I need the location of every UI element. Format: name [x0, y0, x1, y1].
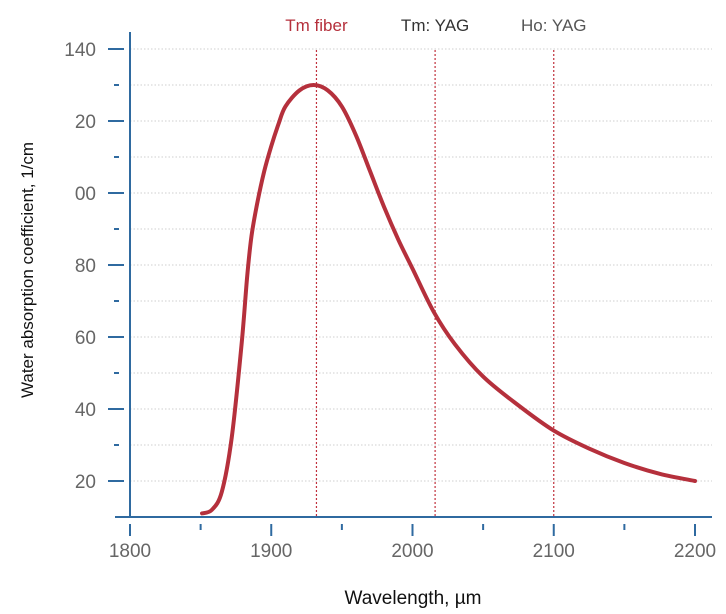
y-tick-label: 00: [75, 184, 96, 205]
y-axis-title-container: Water absorption coefficient, 1/cm: [16, 0, 40, 614]
axes: [115, 32, 712, 518]
data-series: [200, 83, 697, 516]
absorption-curve: [200, 83, 697, 516]
axis-ticks: 20 40 60 80 00 20 140 1800 1900 2000 2100 2200: [64, 40, 716, 562]
x-axis-title: Wavelength, µm: [344, 588, 482, 609]
x-tick-label: 2100: [533, 541, 575, 562]
gridlines: [130, 48, 712, 482]
y-tick-label: 80: [75, 256, 96, 277]
x-tick-label: 1800: [109, 541, 151, 562]
reference-label: Tm: YAG: [400, 16, 470, 35]
reference-label: Tm fiber: [285, 16, 348, 35]
y-tick-label: 20: [75, 472, 96, 493]
y-tick-label: 140: [64, 40, 96, 61]
y-tick-label: 40: [75, 400, 96, 421]
y-axis-title: Water absorption coefficient, 1/cm: [18, 141, 37, 399]
reference-lines: [315, 50, 555, 517]
x-tick-label: 1900: [250, 541, 292, 562]
x-tick-label: 2000: [391, 541, 433, 562]
x-tick-label: 2200: [674, 541, 716, 562]
y-tick-label: 20: [75, 112, 96, 133]
reference-label: Ho: YAG: [520, 16, 587, 35]
y-tick-label: 60: [75, 328, 96, 349]
